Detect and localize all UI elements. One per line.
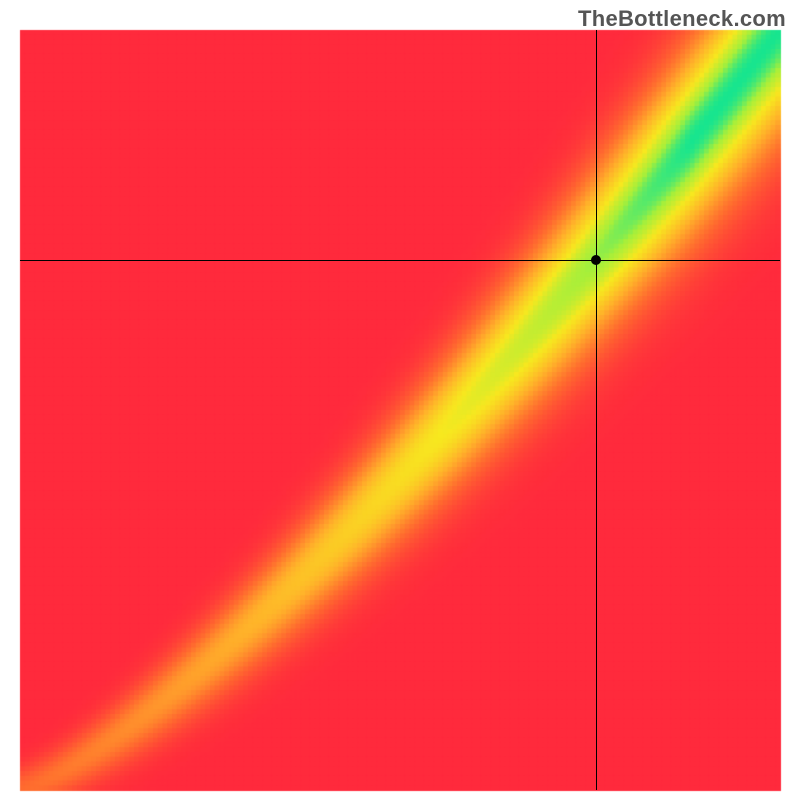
crosshair-horizontal [20, 260, 780, 261]
watermark-text: TheBottleneck.com [578, 6, 786, 32]
crosshair-marker [591, 255, 601, 265]
chart-container: TheBottleneck.com [0, 0, 800, 800]
crosshair-vertical [596, 30, 597, 790]
bottleneck-heatmap [0, 0, 800, 800]
